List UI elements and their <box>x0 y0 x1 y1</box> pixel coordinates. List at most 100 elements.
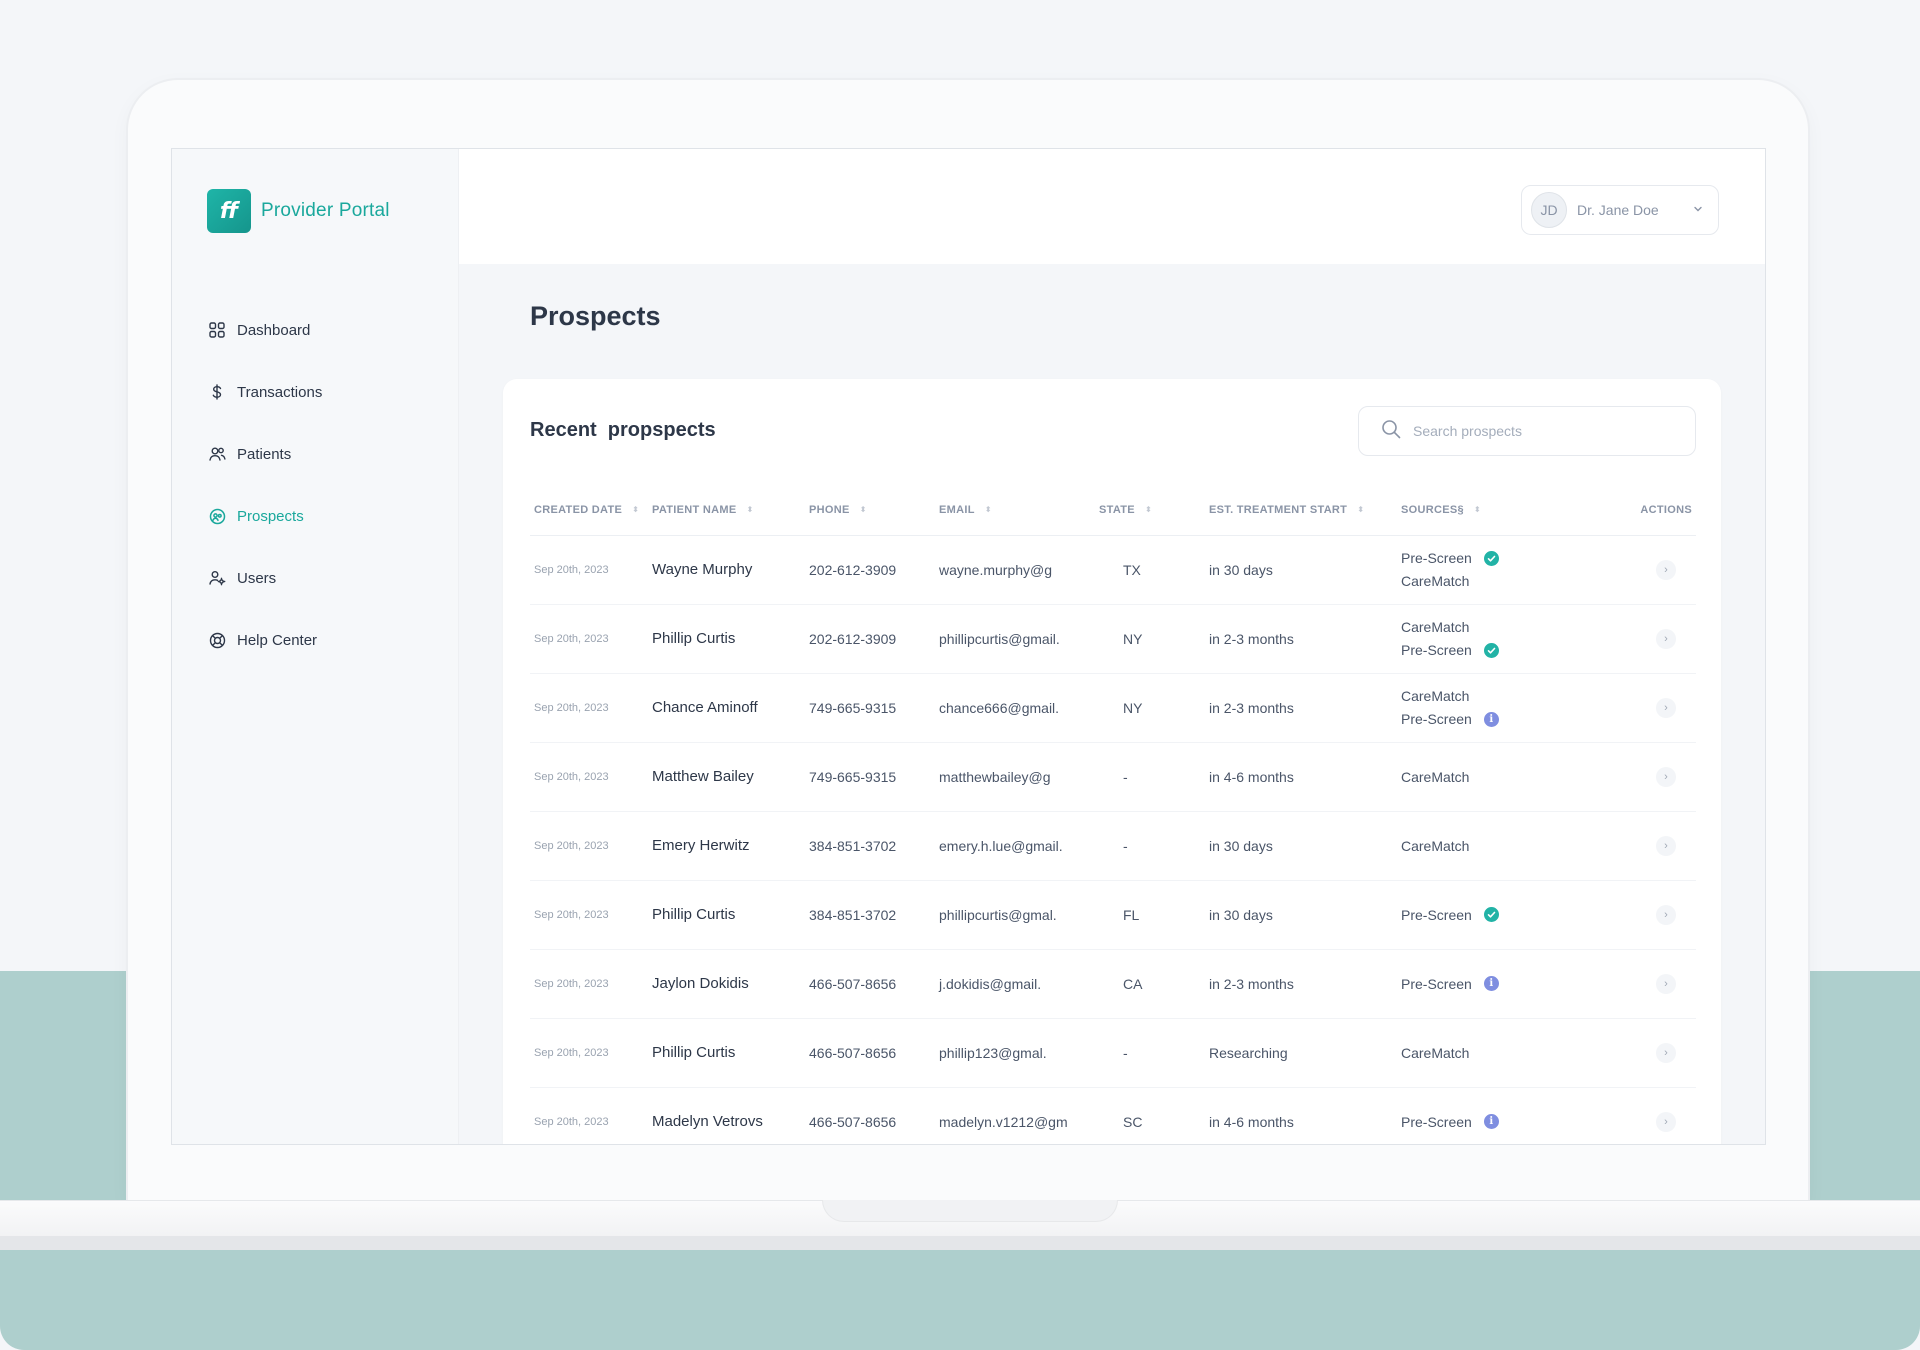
sidebar-item-label: Help Center <box>237 631 318 649</box>
chevron-right-icon[interactable]: › <box>1656 1042 1676 1063</box>
phone-cell: 202-612-3909 <box>805 535 935 605</box>
state-cell: NY <box>1095 604 1205 674</box>
sources-cell: Pre-Screen CareMatch <box>1397 535 1547 605</box>
table-row[interactable]: Sep 20th, 2023 Madelyn Vetrovs 466-507-865… <box>530 1087 1696 1144</box>
chevron-right-icon[interactable]: › <box>1656 835 1676 856</box>
users-icon <box>208 569 226 587</box>
column-header[interactable]: SOURCES§ ⬍ <box>1397 485 1547 536</box>
sources-cell: CareMatch <box>1397 742 1547 812</box>
treatment-start-cell: in 30 days <box>1205 535 1397 605</box>
sort-icon[interactable]: ⬍ <box>1473 505 1481 515</box>
brand-logo: ff <box>207 189 251 233</box>
table-row[interactable]: Sep 20th, 2023 Matthew Bailey 749-665-9315… <box>530 742 1696 812</box>
treatment-start-cell: in 30 days <box>1205 811 1397 881</box>
sort-icon[interactable]: ⬍ <box>1357 505 1365 515</box>
actions-cell: › <box>1547 811 1696 881</box>
sidebar: ff Provider Portal Dashboard <box>172 149 459 1144</box>
chevron-right-icon[interactable]: › <box>1656 904 1676 925</box>
sources-cell: Pre-Screen i <box>1397 1087 1547 1144</box>
state-cell: - <box>1095 742 1205 812</box>
chevron-right-icon[interactable]: › <box>1656 559 1676 580</box>
patient-name-cell: Emery Herwitz <box>648 811 805 881</box>
top-bar: JD Dr. Jane Doe <box>459 149 1765 264</box>
state-cell: - <box>1095 811 1205 881</box>
table-body: Sep 20th, 2023 Wayne Murphy 202-612-3909 wa… <box>530 535 1696 1144</box>
search-input[interactable] <box>1413 423 1673 439</box>
user-menu-button[interactable]: JD Dr. Jane Doe <box>1521 185 1719 235</box>
source-label: Pre-Screen <box>1401 975 1472 992</box>
table-row[interactable]: Sep 20th, 2023 Chance Aminoff 749-665-9315… <box>530 673 1696 743</box>
sidebar-item-dashboard[interactable]: Dashboard <box>208 299 322 361</box>
treatment-start-cell: in 2-3 months <box>1205 949 1397 1019</box>
created-date-cell: Sep 20th, 2023 <box>530 1018 648 1088</box>
column-header[interactable]: STATE ⬍ <box>1095 485 1205 536</box>
info-icon[interactable]: i <box>1483 976 1499 991</box>
brand[interactable]: ff Provider Portal <box>207 189 390 233</box>
column-header[interactable]: EST. TREATMENT START ⬍ <box>1205 485 1397 536</box>
chevron-right-icon[interactable]: › <box>1656 628 1676 649</box>
column-header[interactable]: PATIENT NAME ⬍ <box>648 485 805 536</box>
sort-icon[interactable]: ⬍ <box>632 505 640 515</box>
dollar-icon <box>208 383 226 401</box>
column-header: ACTIONS <box>1547 485 1696 536</box>
laptop-screen: ff Provider Portal Dashboard <box>171 148 1766 1145</box>
sort-icon[interactable]: ⬍ <box>859 505 867 515</box>
state-cell: NY <box>1095 673 1205 743</box>
created-date-cell: Sep 20th, 2023 <box>530 604 648 674</box>
sidebar-item-label: Transactions <box>237 383 323 401</box>
sources-cell: Pre-Screen <box>1397 880 1547 950</box>
verified-check-icon <box>1483 550 1499 566</box>
email-cell: phillipcurtis@gmal. <box>935 880 1095 950</box>
info-icon[interactable]: i <box>1483 1114 1499 1129</box>
actions-cell: › <box>1547 535 1696 605</box>
source-label: CareMatch <box>1401 837 1470 854</box>
phone-cell: 466-507-8656 <box>805 1087 935 1144</box>
table-row[interactable]: Sep 20th, 2023 Wayne Murphy 202-612-3909 wa… <box>530 535 1696 605</box>
column-header[interactable]: PHONE ⬍ <box>805 485 935 536</box>
column-header[interactable]: EMAIL ⬍ <box>935 485 1095 536</box>
sidebar-item-users[interactable]: Users <box>208 547 322 609</box>
email-cell: wayne.murphy@g <box>935 535 1095 605</box>
table-row[interactable]: Sep 20th, 2023 Jaylon Dokidis 466-507-8656… <box>530 949 1696 1019</box>
avatar: JD <box>1531 192 1567 228</box>
actions-cell: › <box>1547 742 1696 812</box>
table-row[interactable]: Sep 20th, 2023 Emery Herwitz 384-851-3702 e… <box>530 811 1696 881</box>
info-icon[interactable]: i <box>1483 711 1499 727</box>
sidebar-item-patients[interactable]: Patients <box>208 423 322 485</box>
patient-name-cell: Jaylon Dokidis <box>648 949 805 1019</box>
chevron-right-icon[interactable]: › <box>1656 973 1676 994</box>
created-date-cell: Sep 20th, 2023 <box>530 880 648 950</box>
sidebar-item-label: Dashboard <box>237 321 311 339</box>
prospects-card: Recent propspects CREATED DATE⬍ PATIENT … <box>503 379 1721 1144</box>
chevron-right-icon[interactable]: › <box>1656 1111 1676 1132</box>
table-row[interactable]: Sep 20th, 2023 Phillip Curtis 384-851-3702… <box>530 880 1696 950</box>
search-box[interactable] <box>1358 406 1696 456</box>
column-header[interactable]: CREATED DATE ⬍ <box>530 485 648 536</box>
chevron-right-icon[interactable]: › <box>1656 766 1676 787</box>
patient-name-cell: Phillip Curtis <box>648 1018 805 1088</box>
phone-cell: 384-851-3702 <box>805 880 935 950</box>
laptop-base-shadow <box>0 1236 1920 1250</box>
sidebar-item-help-center[interactable]: Help Center <box>208 609 322 671</box>
table-row[interactable]: Sep 20th, 2023 Phillip Curtis 466-507-8656… <box>530 1018 1696 1088</box>
phone-cell: 466-507-8656 <box>805 949 935 1019</box>
created-date-cell: Sep 20th, 2023 <box>530 1087 648 1144</box>
source-label: Pre-Screen <box>1401 642 1472 658</box>
patient-name-cell: Phillip Curtis <box>648 880 805 950</box>
created-date-cell: Sep 20th, 2023 <box>530 949 648 1019</box>
phone-cell: 466-507-8656 <box>805 1018 935 1088</box>
sort-icon[interactable]: ⬍ <box>746 505 754 515</box>
sidebar-item-prospects[interactable]: Prospects <box>208 485 322 547</box>
created-date-cell: Sep 20th, 2023 <box>530 811 648 881</box>
sidebar-item-transactions[interactable]: Transactions <box>208 361 322 423</box>
actions-cell: › <box>1547 1087 1696 1144</box>
phone-cell: 202-612-3909 <box>805 604 935 674</box>
state-cell: FL <box>1095 880 1205 950</box>
table-row[interactable]: Sep 20th, 2023 Phillip Curtis 202-612-3909… <box>530 604 1696 674</box>
chevron-right-icon[interactable]: › <box>1656 697 1676 718</box>
sources-cell: CareMatch <box>1397 811 1547 881</box>
treatment-start-cell: in 4-6 months <box>1205 1087 1397 1144</box>
sort-icon[interactable]: ⬍ <box>984 505 992 515</box>
sort-icon[interactable]: ⬍ <box>1144 505 1152 515</box>
page-title: Prospects <box>530 301 661 331</box>
